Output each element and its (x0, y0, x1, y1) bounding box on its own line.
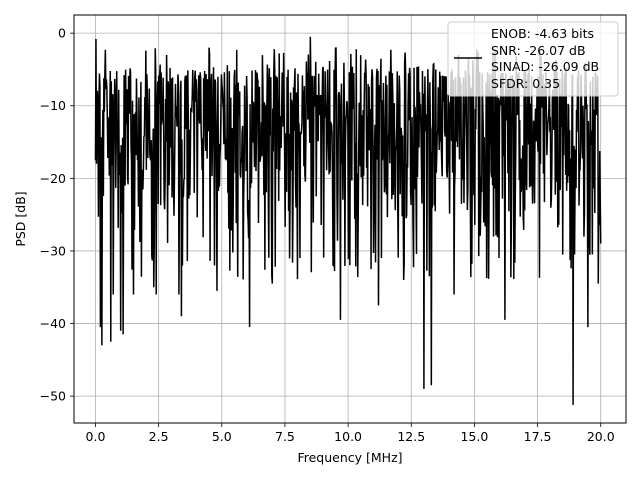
y-tick-label: −40 (40, 316, 66, 331)
legend-entry-sfdr: SFDR: 0.35 (491, 76, 560, 91)
x-tick-label: 7.5 (275, 429, 295, 444)
y-tick-label: −30 (40, 243, 66, 258)
legend-entry-enob: ENOB: -4.63 bits (491, 26, 594, 41)
y-tick-label: −20 (40, 171, 66, 186)
y-tick-label: −10 (40, 98, 66, 113)
x-tick-label: 17.5 (524, 429, 552, 444)
x-tick-label: 2.5 (149, 429, 169, 444)
plot-frame (73, 14, 627, 424)
x-tick-label: 20.0 (587, 429, 615, 444)
legend-box (447, 21, 619, 97)
x-axis: 0.0 2.5 5.0 7.5 10.0 12.5 15.0 17.5 20.0 (86, 423, 615, 444)
x-tick-label: 0.0 (86, 429, 106, 444)
x-tick-label: 5.0 (212, 429, 232, 444)
y-axis: 0 −10 −20 −30 −40 −50 (40, 26, 74, 404)
y-tick-label: −50 (40, 389, 66, 404)
legend-entry-snr: SNR: -26.07 dB (491, 43, 586, 58)
x-tick-label: 12.5 (397, 429, 425, 444)
y-axis-label: PSD [dB] (13, 191, 28, 246)
x-tick-label: 10.0 (334, 429, 362, 444)
legend-entry-sinad: SINAD: -26.09 dB (491, 59, 599, 74)
x-axis-label: Frequency [MHz] (297, 450, 402, 465)
x-tick-label: 15.0 (460, 429, 488, 444)
legend: ENOB: -4.63 bits SNR: -26.07 dB SINAD: -… (447, 21, 619, 97)
y-tick-label: 0 (58, 26, 66, 41)
